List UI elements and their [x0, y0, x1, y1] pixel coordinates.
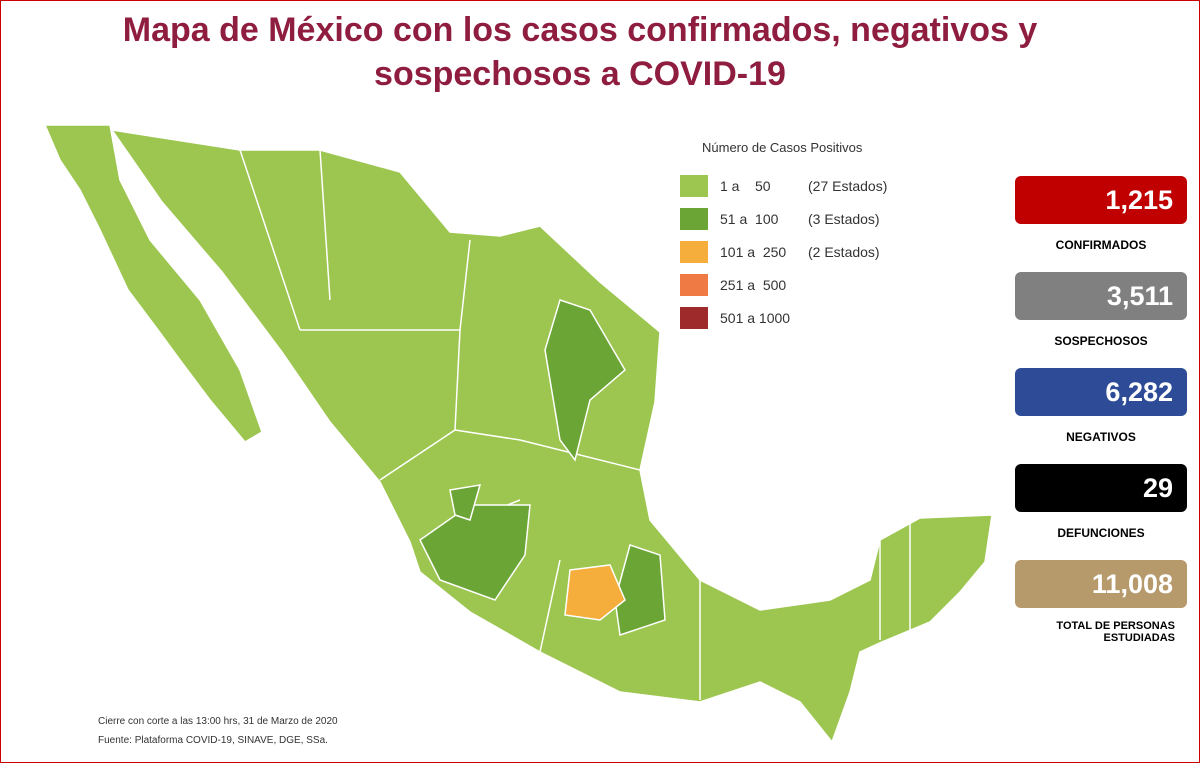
- legend-swatch: [680, 240, 708, 263]
- mexico-cdmx: [564, 564, 626, 621]
- legend-range: 1 a 50: [720, 177, 771, 194]
- footer: Cierre con corte a las 13:00 hrs, 31 de …: [98, 712, 338, 750]
- stat-label: TOTAL DE PERSONAS ESTUDIADAS: [1056, 620, 1175, 644]
- stat-value: 6,282: [1015, 368, 1187, 416]
- legend-item: 1 a 50 (27 Estados): [680, 169, 887, 202]
- nuevo-leon: [544, 299, 626, 462]
- footer-note: Cierre con corte a las 13:00 hrs, 31 de …: [98, 716, 338, 727]
- legend-item: 101 a 250 (2 Estados): [680, 235, 887, 268]
- legend-swatch: [680, 273, 708, 296]
- stat-card: 6,282 NEGATIVOS: [1015, 368, 1187, 464]
- stat-label: NEGATIVOS: [1066, 430, 1136, 444]
- map: [43, 124, 993, 744]
- footer-note: Fuente: Plataforma COVID-19, SINAVE, DGE…: [98, 735, 328, 746]
- legend-range: 101 a 250: [720, 243, 787, 260]
- legend-range: 51 a 100: [720, 210, 779, 227]
- stat-card: 3,511 SOSPECHOSOS: [1015, 272, 1187, 368]
- legend: Número de Casos Positivos 1 a 50 (27 Esta…: [680, 140, 887, 334]
- title-line: Mapa de México con los casos confirmados…: [122, 11, 1038, 49]
- mainland: [110, 128, 993, 744]
- aguascalientes: [449, 484, 482, 521]
- stat-label: CONFIRMADOS: [1055, 238, 1147, 252]
- legend-swatch: [680, 174, 708, 197]
- stat-value: 1,215: [1015, 176, 1187, 224]
- stats: 1,215 CONFIRMADOS 3,511 SOSPECHOSOS 6,282 NEG…: [1015, 176, 1187, 656]
- stat-value: 29: [1015, 464, 1187, 512]
- title: Mapa de México con los casos confirmados…: [0, 8, 1160, 96]
- legend-count: (3 Estados): [808, 210, 880, 227]
- stat-value: 11,008: [1015, 560, 1187, 608]
- stat-label: SOSPECHOSOS: [1054, 334, 1148, 348]
- legend-swatch: [680, 207, 708, 230]
- legend-count: (2 Estados): [808, 243, 880, 260]
- title-line: sospechosos a COVID-19: [374, 55, 786, 93]
- baja-california: [43, 124, 263, 443]
- legend-range: 251 a 500: [720, 276, 787, 293]
- legend-title: Número de Casos Positivos: [702, 140, 863, 155]
- stat-card: 1,215 CONFIRMADOS: [1015, 176, 1187, 272]
- legend-rows: 1 a 50 (27 Estados) 51 a 100 (3 Estados) 101…: [680, 169, 887, 334]
- legend-count: (27 Estados): [808, 177, 888, 194]
- legend-item: 251 a 500: [680, 268, 887, 301]
- legend-swatch: [680, 306, 708, 329]
- stat-card: 29 DEFUNCIONES: [1015, 464, 1187, 560]
- legend-range: 501 a 1000: [720, 309, 791, 326]
- legend-item: 51 a 100 (3 Estados): [680, 202, 887, 235]
- stat-card: 11,008 TOTAL DE PERSONAS ESTUDIADAS: [1015, 560, 1187, 656]
- stat-label: DEFUNCIONES: [1057, 526, 1145, 540]
- stat-value: 3,511: [1015, 272, 1187, 320]
- legend-item: 501 a 1000: [680, 301, 887, 334]
